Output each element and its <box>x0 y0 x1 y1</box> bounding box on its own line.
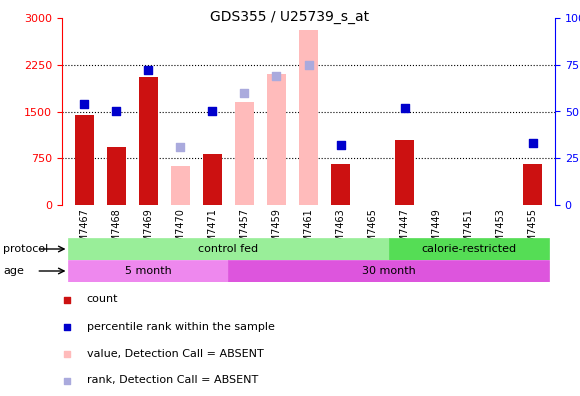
Bar <box>229 260 549 282</box>
Bar <box>107 147 126 205</box>
Bar <box>389 238 549 260</box>
Text: protocol: protocol <box>3 244 48 254</box>
Point <box>336 142 345 148</box>
Point <box>272 73 281 79</box>
Bar <box>395 139 414 205</box>
Text: count: count <box>86 295 118 305</box>
Point <box>112 109 121 115</box>
Bar <box>75 114 94 205</box>
Text: value, Detection Call = ABSENT: value, Detection Call = ABSENT <box>86 348 263 358</box>
Text: control fed: control fed <box>198 244 259 254</box>
Bar <box>235 102 254 205</box>
Bar <box>68 238 389 260</box>
Bar <box>267 74 286 205</box>
Bar <box>299 30 318 205</box>
Point <box>62 323 71 329</box>
Point <box>80 101 89 107</box>
Bar <box>203 154 222 205</box>
Text: age: age <box>3 266 24 276</box>
Point <box>144 67 153 74</box>
Bar <box>139 77 158 205</box>
Point <box>400 105 409 111</box>
Text: rank, Detection Call = ABSENT: rank, Detection Call = ABSENT <box>86 375 258 385</box>
Point <box>176 144 185 150</box>
Bar <box>171 166 190 205</box>
Point <box>62 377 71 384</box>
Point <box>62 296 71 303</box>
Text: GDS355 / U25739_s_at: GDS355 / U25739_s_at <box>211 10 369 24</box>
Bar <box>331 164 350 205</box>
Point <box>240 89 249 96</box>
Text: 5 month: 5 month <box>125 266 172 276</box>
Bar <box>523 164 542 205</box>
Bar <box>68 260 229 282</box>
Point <box>304 62 313 68</box>
Text: 30 month: 30 month <box>362 266 415 276</box>
Point <box>62 350 71 357</box>
Text: percentile rank within the sample: percentile rank within the sample <box>86 322 274 331</box>
Text: calorie-restricted: calorie-restricted <box>421 244 516 254</box>
Point <box>528 140 537 147</box>
Point <box>208 109 217 115</box>
